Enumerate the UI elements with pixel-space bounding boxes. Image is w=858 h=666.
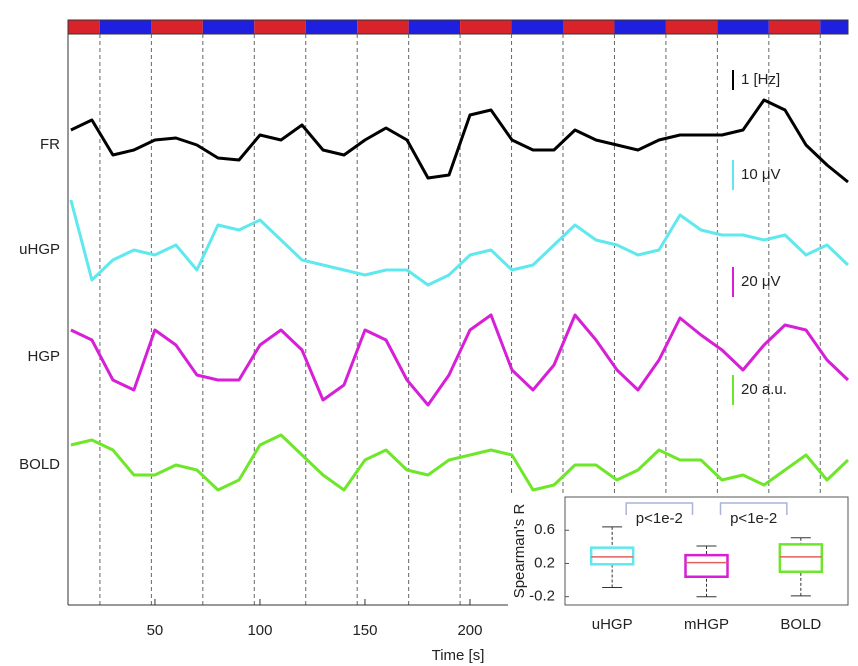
significance-label: p<1e-2 bbox=[636, 510, 683, 527]
y-tick-label: BOLD bbox=[19, 456, 60, 473]
box bbox=[684, 553, 729, 579]
y-tick-label: HGP bbox=[27, 348, 60, 365]
x-tick-label: 200 bbox=[457, 622, 482, 639]
x-tick-label: 100 bbox=[247, 622, 272, 639]
block bbox=[202, 20, 255, 34]
block bbox=[563, 20, 615, 34]
block bbox=[614, 20, 666, 34]
block bbox=[717, 20, 769, 34]
y-tick-label: uHGP bbox=[19, 241, 60, 258]
box bbox=[589, 546, 635, 566]
block bbox=[820, 20, 848, 34]
scale-bar-label: 10 μV bbox=[741, 166, 781, 183]
y-tick-label: 0.6 bbox=[534, 521, 555, 538]
x-tick-label: 150 bbox=[352, 622, 377, 639]
y-tick-label: -0.2 bbox=[529, 588, 555, 605]
block bbox=[511, 20, 564, 34]
series-line bbox=[70, 433, 850, 492]
block bbox=[305, 20, 358, 34]
scale-bar-label: 20 μV bbox=[741, 273, 781, 290]
category-label: uHGP bbox=[592, 616, 633, 633]
box bbox=[778, 543, 824, 574]
significance-label: p<1e-2 bbox=[730, 510, 777, 527]
significance-bracket bbox=[625, 502, 694, 515]
series-line bbox=[69, 199, 850, 287]
series-line bbox=[70, 313, 850, 407]
block bbox=[408, 20, 461, 34]
block bbox=[768, 20, 821, 34]
inset-frame bbox=[564, 496, 849, 606]
category-label: mHGP bbox=[684, 616, 729, 633]
block bbox=[68, 20, 100, 34]
block bbox=[151, 20, 203, 34]
block bbox=[665, 20, 718, 34]
category-label: BOLD bbox=[780, 616, 821, 633]
block bbox=[357, 20, 409, 34]
series-line bbox=[70, 98, 849, 184]
y-tick-label: FR bbox=[40, 136, 60, 153]
block bbox=[254, 20, 306, 34]
y-axis-label: Spearman's R bbox=[511, 504, 528, 599]
scale-bar-label: 20 a.u. bbox=[741, 381, 787, 398]
x-tick-label: 50 bbox=[147, 622, 164, 639]
x-axis-label: Time [s] bbox=[432, 647, 485, 664]
y-tick-label: 0.2 bbox=[534, 554, 555, 571]
significance-bracket bbox=[719, 502, 788, 515]
block bbox=[460, 20, 512, 34]
block bbox=[99, 20, 152, 34]
scale-bar-label: 1 [Hz] bbox=[741, 71, 780, 88]
